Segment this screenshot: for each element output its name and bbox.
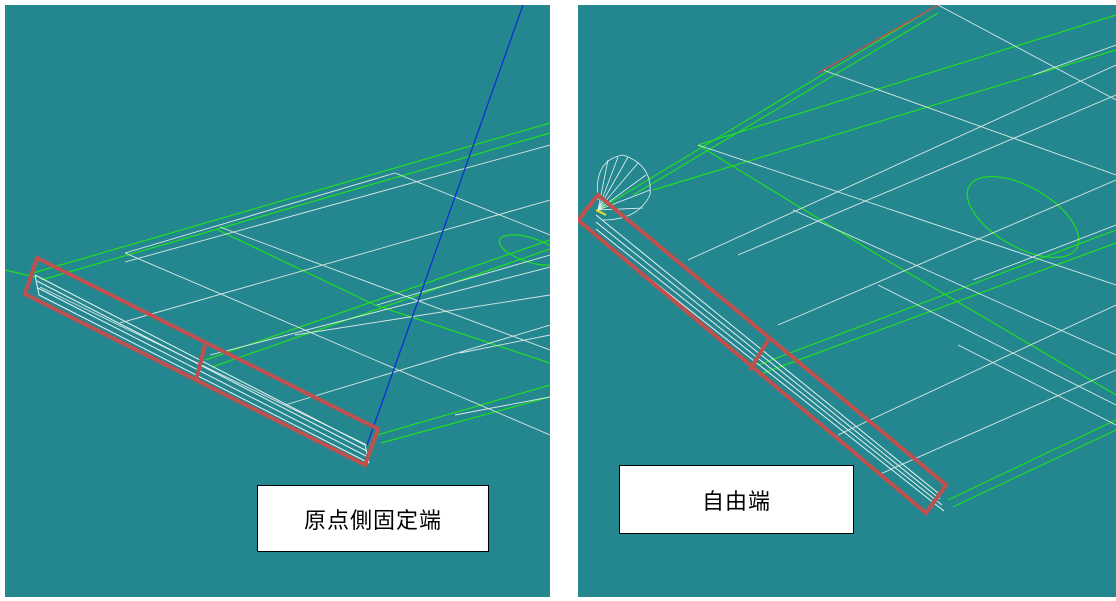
right-viewport[interactable]: 自由端 [578,5,1116,597]
left-green-edge-mid-2 [211,248,550,368]
right-yellow-marker [595,209,607,216]
right-red-edge [817,5,939,74]
left-green-edge-bottom [376,384,550,436]
left-green-edges [5,122,550,444]
right-strip-line-2 [595,221,941,500]
right-green-edge-lower-2 [762,242,1116,374]
right-wireframe-view [578,5,1116,516]
right-green-edge-bottom [947,419,1116,501]
right-mesh-line-8 [877,369,1116,476]
left-fixed-end-strip [34,274,370,464]
left-mesh-line-5 [219,226,550,351]
left-axis-line [366,5,524,446]
left-mesh-line-9 [294,294,550,336]
right-mesh-line-13 [972,224,1116,281]
left-mesh-line-1 [124,172,396,254]
right-green-edge-mid [697,14,1116,146]
left-mesh-line-7 [119,199,550,324]
right-mesh-line-12 [1032,44,1116,76]
right-mesh-line-4 [937,5,1116,101]
origin-fixed-end-caption: 原点側固定端 [257,485,489,552]
right-mesh-line-3 [822,69,1116,176]
left-strip-line-3 [37,287,369,458]
right-mesh-line-9 [792,209,1116,356]
right-green-edge-bottom-2 [952,429,1116,508]
right-cone-ray-3 [597,156,629,211]
right-strip-line-3 [595,228,943,506]
left-highlight-divider [194,344,207,381]
right-highlight-rectangle [578,192,949,516]
left-highlight-box [22,255,381,468]
right-green-edge-top-2 [632,12,939,196]
left-green-edge-mid [204,239,550,361]
left-wireframe-view [5,5,550,468]
right-mesh-line-11 [957,344,1116,426]
right-green-edge-top [597,5,939,211]
right-cone-ray-2 [597,156,619,211]
left-mesh-line-4 [124,252,550,436]
right-highlight-box [578,192,949,516]
left-strip-line-4 [38,294,370,464]
right-green-edge-upper [652,49,1116,191]
right-mesh-line-10 [877,284,1116,406]
left-highlight-rectangle [22,255,381,468]
right-cone-outline [596,154,651,221]
left-mesh-line-13 [376,254,550,306]
right-mesh-line-2 [697,144,1116,286]
left-mesh-line-2 [124,144,550,263]
right-green-hole [966,175,1080,259]
right-mesh-line-7 [837,304,1116,436]
left-white-mesh [39,144,550,446]
left-mesh-line-3 [39,286,368,446]
right-cone-ray-4 [597,162,639,211]
left-green-edge-top-inner [40,132,550,281]
left-strip-end [34,274,40,296]
left-green-edge-rib-1 [217,229,550,364]
right-strip-line-1 [595,214,939,494]
right-cone-ray-6 [597,189,651,211]
right-mesh-line-6 [777,179,1116,326]
right-mesh-line-5 [737,94,1116,256]
right-white-mesh [687,5,1116,476]
right-cone-ray-1 [597,159,609,211]
free-end-caption: 自由端 [619,465,854,534]
left-green-edge-top-outer [32,122,550,274]
left-mesh-line-11 [459,334,550,354]
right-cone-ray-7 [597,207,644,211]
left-mesh-line-8 [209,266,550,356]
right-green-edge-lower [757,229,1116,366]
right-mesh-line-1 [687,64,1116,261]
right-highlight-divider [748,338,770,372]
right-cone-fixture [596,154,651,221]
right-green-edge-rib [697,144,1116,396]
left-green-edge-bottom-2 [380,396,550,444]
left-strip-line-2 [36,280,368,452]
left-mesh-line-6 [394,172,550,236]
right-cone-ray-5 [597,174,647,211]
left-mesh-line-10 [284,324,550,406]
left-mesh-line-12 [454,396,550,416]
